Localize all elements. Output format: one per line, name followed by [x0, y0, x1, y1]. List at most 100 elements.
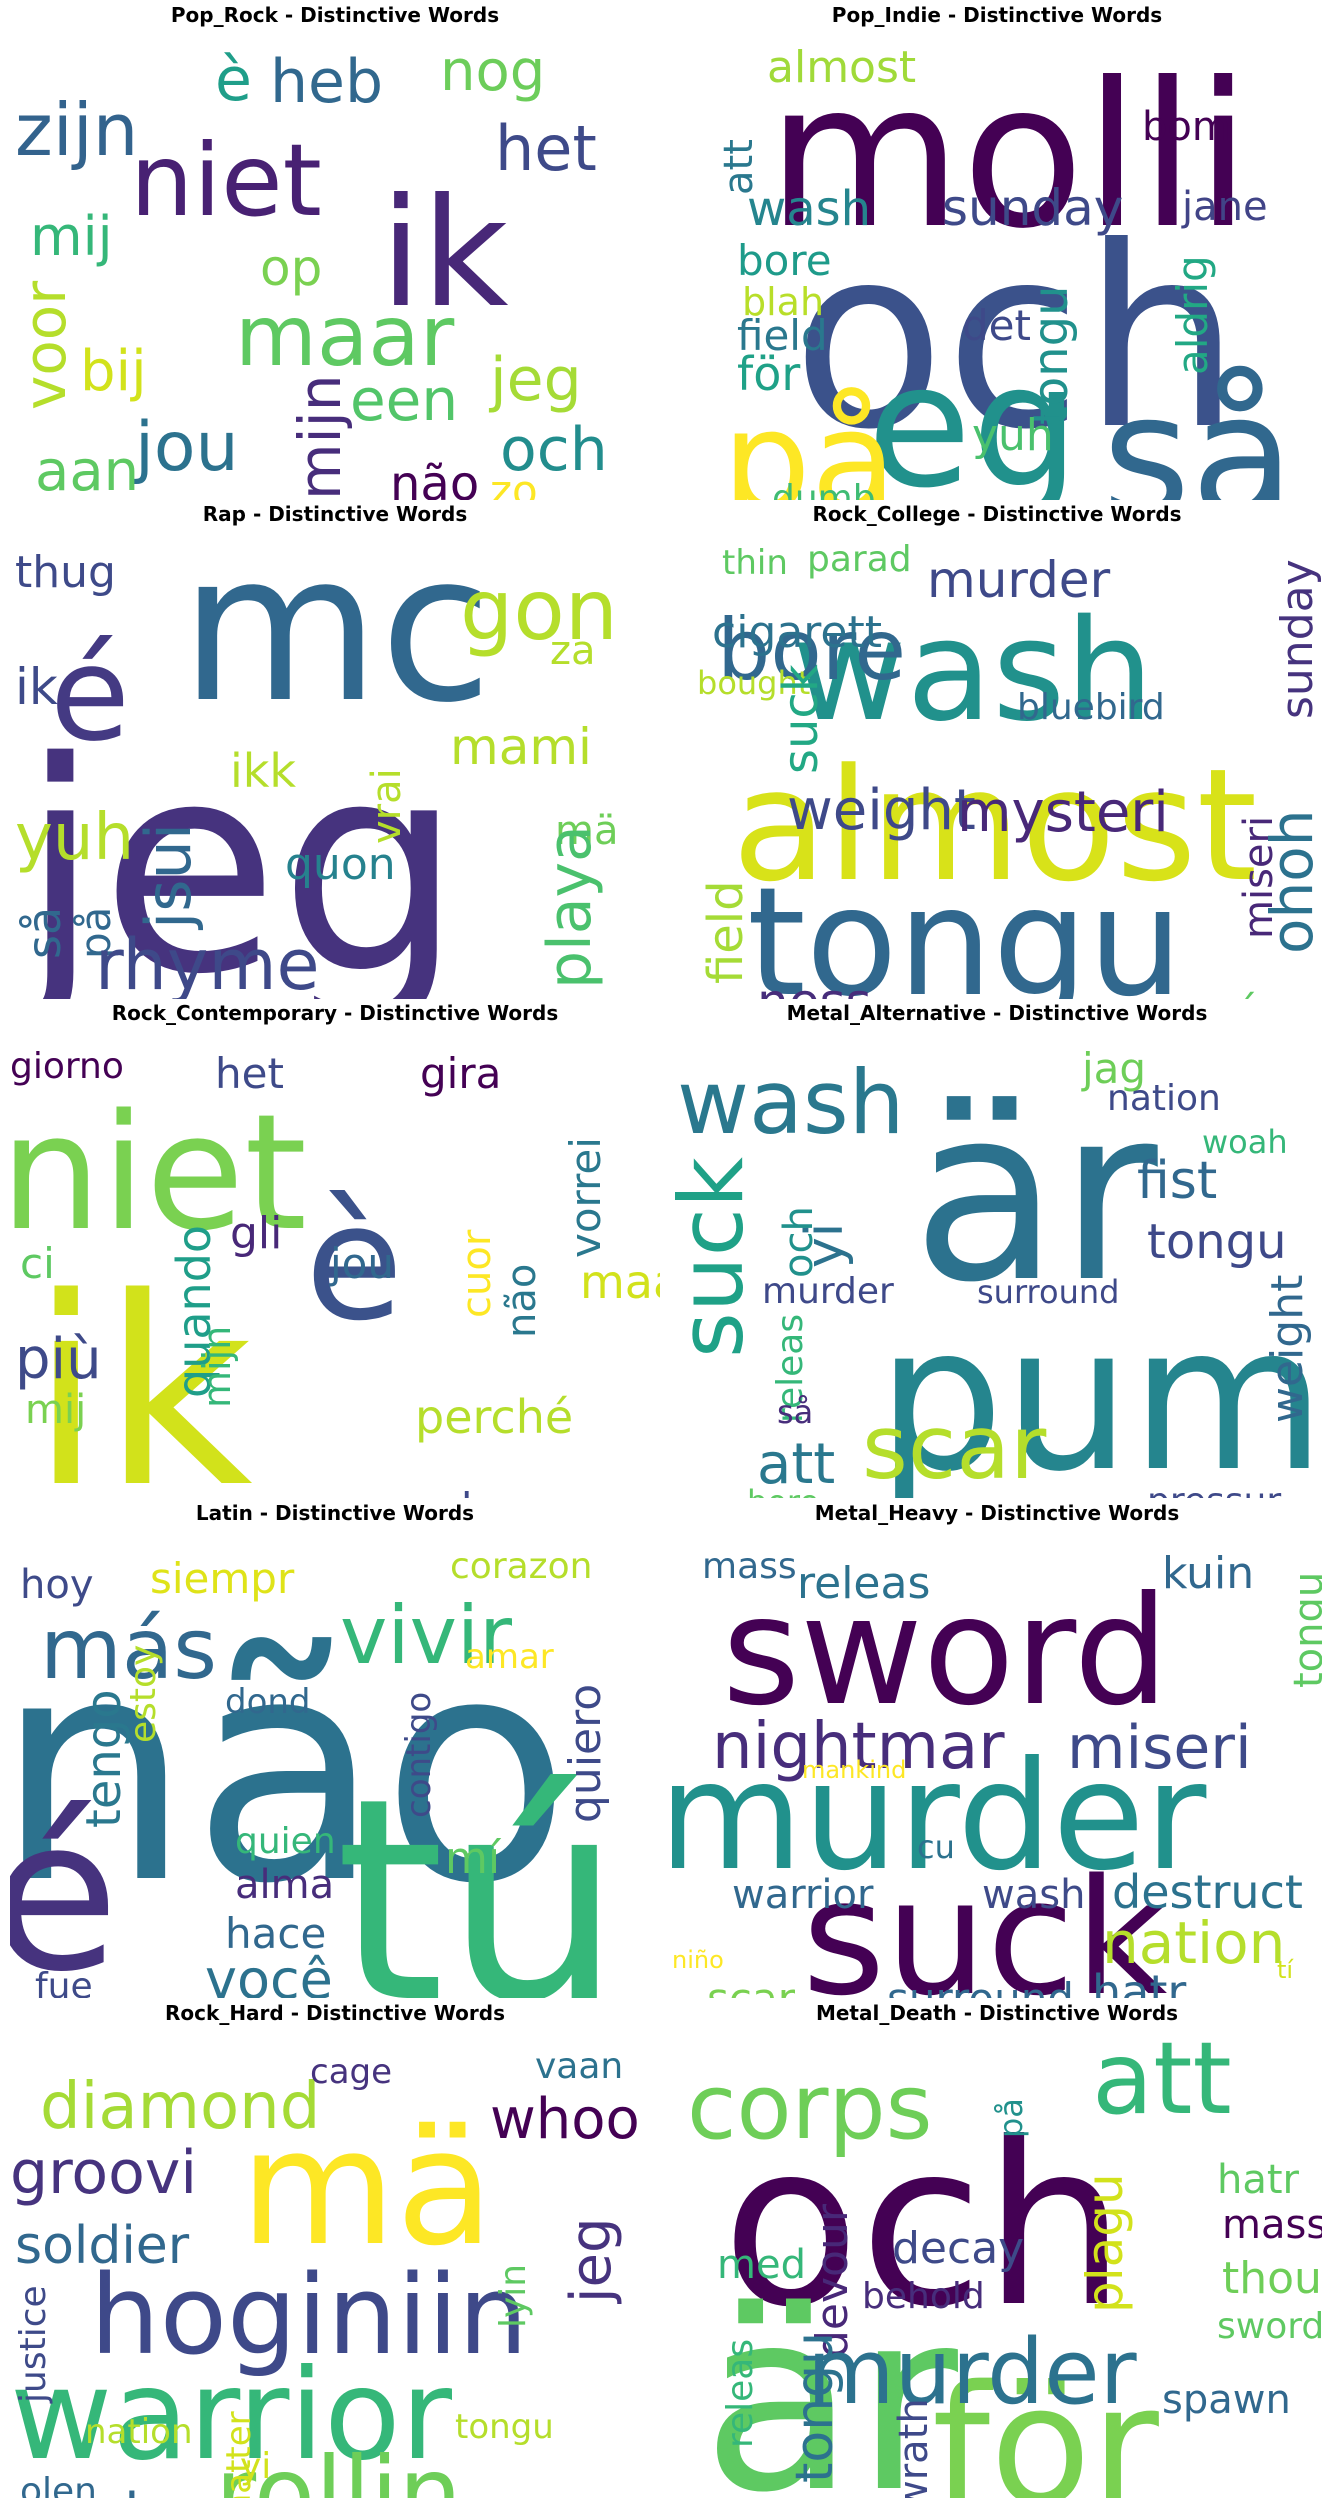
- wordcloud-word: ik: [380, 167, 509, 341]
- wordcloud-word: zijn: [15, 88, 138, 172]
- wordcloud-word: giorno: [10, 1046, 124, 1087]
- wordcloud-word: amar: [465, 1637, 554, 1677]
- wordcloud-panel: och är för corps att på hatr mass med decay devour…: [672, 2000, 1322, 2498]
- wordcloud-word: quiero: [560, 1684, 611, 1823]
- wordcloud-word: destruct: [1112, 1865, 1303, 1919]
- wordcloud-word: dond: [225, 1682, 311, 1722]
- wordcloud-word: vrai: [364, 768, 410, 844]
- wordcloud-word: aldrig: [1168, 255, 1217, 375]
- wordcloud-word: weight: [787, 778, 976, 843]
- wordcloud-word: cigarett: [712, 607, 882, 658]
- wordcloud-word: ness: [757, 973, 872, 1031]
- wordcloud-word: perché: [415, 1390, 573, 1444]
- wordcloud-word: på: [71, 907, 120, 959]
- panel-title: Metal_Heavy - Distinctive Words: [814, 1501, 1180, 1525]
- wordcloud-word: jeg: [559, 2217, 624, 2305]
- wordcloud-word: rhyme: [95, 924, 320, 1006]
- panel-title: Rock_Contemporary - Distinctive Words: [111, 1001, 559, 1025]
- wordcloud-word: thin: [722, 543, 788, 583]
- wordcloud-word: att: [757, 1432, 835, 1497]
- wordcloud-word: mass: [702, 1546, 797, 1587]
- wordcloud-word: corps: [687, 2055, 933, 2160]
- wordcloud-word: justice: [13, 2285, 54, 2404]
- wordcloud-word: estoy: [123, 1645, 164, 1743]
- wordcloud-word: zo: [490, 466, 538, 515]
- wordcloud-word: hatr: [1092, 1965, 1186, 2019]
- wordcloud-word: det: [962, 301, 1031, 350]
- wordcloud-panel: sword murder suck mass releas kuin tongu nightm…: [672, 1500, 1322, 1998]
- wordcloud-word: wash: [792, 590, 1154, 753]
- wordcloud-word: nog: [440, 39, 545, 104]
- wordcloud-word: almost: [767, 42, 916, 93]
- wordcloud-word: quon: [285, 839, 396, 890]
- wordcloud-word: niño: [672, 1946, 724, 1974]
- wordcloud-word: blah: [742, 280, 824, 324]
- wordcloud-word: niet: [0, 1079, 307, 1266]
- wordcloud-word: cuor: [454, 1229, 500, 1318]
- wordcloud-word: mankind: [802, 1756, 906, 1784]
- wordcloud-word: murder: [762, 1271, 894, 1312]
- wordcloud-word: contigo: [399, 1692, 439, 1818]
- wordcloud-word: releas: [770, 1314, 811, 1423]
- wordcloud-word: suck: [802, 1844, 1168, 2031]
- wordcloud-word: så: [1102, 358, 1295, 556]
- wordcloud-word: nightmar: [712, 1710, 1005, 1784]
- wordcloud-word: maar: [235, 287, 455, 385]
- wordcloud-word: za: [550, 628, 596, 674]
- wordcloud-word: tongu: [1147, 1214, 1287, 1270]
- wordcloud-word: så: [17, 907, 71, 959]
- wordcloud-word: mami: [450, 718, 592, 776]
- wordcloud-word: sword: [722, 1565, 1169, 1739]
- panel-title: Rock_College - Distinctive Words: [812, 502, 1182, 526]
- wordcloud-word: woah: [1202, 1123, 1288, 1161]
- wordcloud-word: scar: [862, 1396, 1047, 1499]
- wordcloud-word: whoo: [490, 2087, 640, 2152]
- wordcloud-word: bom: [1142, 104, 1231, 150]
- wordcloud-word: bore: [717, 601, 906, 699]
- wordcloud-word: warrior: [732, 1872, 874, 1918]
- wordcloud-word: sword: [1217, 2306, 1324, 2347]
- wordcloud-word: mä: [240, 2094, 494, 2281]
- wordcloud-word: field: [737, 311, 828, 360]
- wordcloud-word: hace: [225, 1909, 326, 1958]
- wordcloud-word: ik: [30, 1243, 253, 1545]
- wordcloud-word: att: [1092, 2020, 1232, 2137]
- wordcloud-word: você: [205, 1948, 333, 2011]
- wordcloud-word: wrath: [891, 2398, 937, 2498]
- wordcloud-word: mijn: [195, 1326, 239, 1408]
- wordcloud-word: quando: [167, 1225, 221, 1398]
- wordcloud-word: ohoh: [1258, 810, 1326, 955]
- panel-title: Pop_Rock - Distinctive Words: [170, 3, 500, 27]
- wordcloud-word: releas: [797, 1558, 930, 1609]
- wordcloud-word: wash: [677, 1051, 905, 1154]
- wordcloud-word: jeg: [488, 345, 582, 415]
- wordcloud-word: é: [50, 618, 130, 770]
- wordcloud-panel: não tú é hoy siempr corazon más vivir amar quiero…: [10, 1500, 660, 1998]
- wordcloud-word: ik: [15, 658, 58, 716]
- wordcloud-word: vorrei: [561, 1137, 610, 1258]
- wordcloud-word: så: [777, 1393, 813, 1431]
- wordcloud-word: kuin: [1162, 1548, 1254, 1599]
- wordcloud-word: nation: [1102, 1909, 1285, 1977]
- wordcloud-word: maar: [580, 1255, 700, 1309]
- wordcloud-word: quando: [170, 994, 290, 1032]
- wordcloud-word: jane: [1181, 184, 1268, 230]
- wordcloud-word: sunday: [942, 179, 1123, 237]
- wordcloud-word: bore: [747, 1483, 819, 1521]
- wordcloud-word: wash: [15, 2482, 160, 2498]
- wordcloud-word: nation: [85, 2412, 193, 2452]
- wordcloud-word: surround: [977, 1273, 1119, 1311]
- wordcloud-word: jag: [1081, 1044, 1146, 1093]
- wordcloud-word: bought: [697, 664, 810, 702]
- wordcloud-word: weight: [1262, 1275, 1313, 1423]
- wordcloud-word: più: [15, 1327, 102, 1392]
- wordcloud-word: miseri: [1236, 816, 1282, 939]
- wordcloud-word: miseri: [1067, 1713, 1252, 1783]
- wordcloud-word: mí: [445, 1833, 502, 1884]
- wordcloud-word: jeg: [11, 701, 463, 1038]
- wordcloud-word: más: [1197, 988, 1281, 1034]
- wordcloud-word: não: [0, 1591, 571, 1952]
